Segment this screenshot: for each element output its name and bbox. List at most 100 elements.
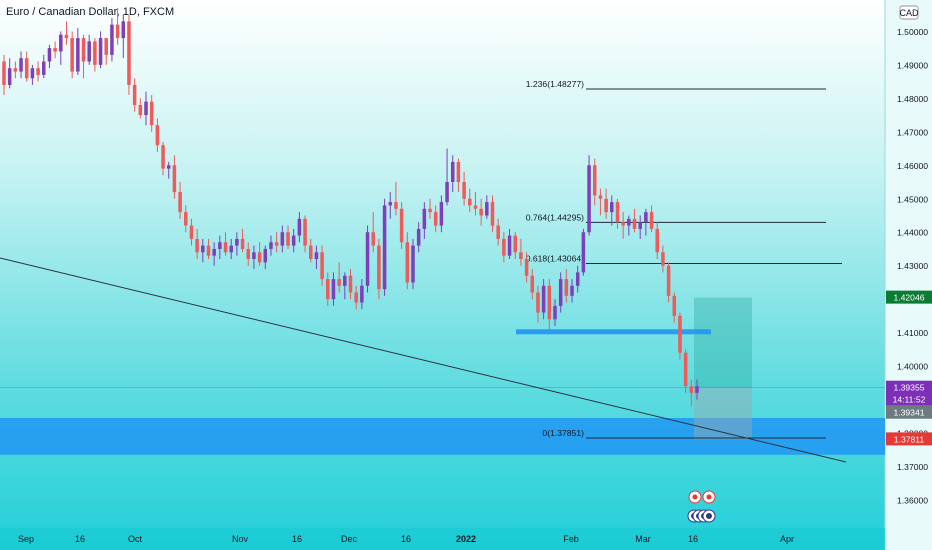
candle-body <box>98 38 103 65</box>
candle-body <box>252 252 256 259</box>
candle-body <box>263 248 268 263</box>
candle-body <box>53 48 57 52</box>
candle-body <box>581 232 586 273</box>
candle-body <box>172 165 177 193</box>
candle-body <box>382 205 387 290</box>
x-tick-label: Oct <box>128 534 143 544</box>
x-axis: Sep 16 Oct Nov 16 Dec 16 2022 Feb Mar 16 Apr <box>18 534 794 544</box>
candle-body <box>575 272 580 286</box>
candle-body <box>314 252 319 259</box>
x-tick-label: Sep <box>18 534 34 544</box>
currency-box <box>899 5 919 20</box>
candle-body <box>308 245 313 259</box>
event-flag-dot <box>706 494 712 500</box>
candle-body <box>695 386 699 393</box>
support-zone <box>0 417 885 455</box>
candle-body <box>286 232 290 246</box>
candle-body <box>7 68 12 85</box>
candle-body <box>166 165 171 169</box>
candle-body <box>132 84 137 106</box>
candle-body <box>269 242 273 249</box>
candle-body <box>439 202 444 226</box>
price-label-countdown: 14:11:52 <box>893 395 926 405</box>
price-label-prev-box <box>886 405 932 419</box>
x-tick-label: 16 <box>401 534 411 544</box>
candle-body <box>178 192 182 213</box>
candle-body <box>428 208 432 213</box>
candle-body <box>87 41 91 62</box>
candle-body <box>649 212 654 229</box>
candle-body <box>411 245 415 283</box>
candle-body <box>189 225 194 239</box>
candle-body <box>229 245 233 253</box>
candle-body <box>587 165 591 233</box>
candle-body <box>337 279 341 286</box>
candle-body <box>405 242 410 283</box>
price-label-high-box <box>886 290 932 304</box>
candle-body <box>246 248 251 259</box>
candle-body <box>365 232 370 286</box>
candle-body <box>24 58 29 79</box>
price-axis-panel <box>885 0 932 550</box>
candle-body <box>161 145 165 169</box>
candle-body <box>399 208 404 243</box>
y-tick-label: 1.50000 <box>897 27 928 37</box>
candle-body <box>19 58 23 72</box>
candle-body <box>473 205 478 209</box>
candle-body <box>558 279 563 306</box>
candle-body <box>377 245 381 290</box>
price-label-current-box <box>886 380 932 406</box>
candle-body <box>326 279 330 300</box>
time-axis-panel <box>0 528 885 550</box>
candle-body <box>144 101 148 116</box>
candle-body <box>360 285 364 303</box>
candle-body <box>604 198 608 213</box>
price-label-prev: 1.39341 <box>893 408 924 418</box>
candle-body <box>257 252 262 263</box>
y-tick-label: 1.46000 <box>897 161 928 171</box>
candle-body <box>348 275 353 293</box>
y-tick-label: 1.36000 <box>897 496 928 506</box>
candle-body <box>553 305 557 320</box>
candle-body <box>541 285 546 313</box>
candle-body <box>303 218 307 246</box>
candle-body <box>388 202 393 206</box>
candle-body <box>155 125 160 146</box>
price-label-low: 1.37811 <box>894 434 925 444</box>
price-label-low-box <box>886 432 932 446</box>
candle-body <box>456 161 461 183</box>
candle-body <box>592 165 597 196</box>
candle-body <box>513 235 517 253</box>
candle-body <box>632 218 637 229</box>
target-zone <box>694 297 752 388</box>
fib-level-label: 0.618(1.43064) <box>526 254 584 264</box>
candle-body <box>479 208 483 216</box>
candle-body <box>76 38 80 72</box>
candle-body <box>240 238 245 249</box>
y-tick-label: 1.49000 <box>897 60 928 70</box>
x-tick-label: 16 <box>75 534 85 544</box>
candle-body <box>644 212 648 223</box>
candle-body <box>502 238 506 256</box>
candle-body <box>280 232 285 246</box>
candle-body <box>104 38 109 55</box>
candle-body <box>496 225 500 239</box>
y-tick-label: 1.44000 <box>897 228 928 238</box>
candle-body <box>519 252 523 259</box>
candle-body <box>485 202 489 216</box>
x-tick-label: Apr <box>780 534 794 544</box>
candles <box>2 7 699 407</box>
candle-body <box>627 218 631 226</box>
x-tick-label: Feb <box>563 534 579 544</box>
candle-body <box>598 195 603 199</box>
x-tick-label: 2022 <box>456 534 476 544</box>
x-tick-label: 16 <box>292 534 302 544</box>
candle-body <box>331 279 336 300</box>
y-tick-label: 1.41000 <box>897 328 928 338</box>
y-tick-label: 1.43000 <box>897 261 928 271</box>
y-tick-label: 1.37000 <box>897 462 928 472</box>
y-tick-label: 1.47000 <box>897 127 928 137</box>
candle-body <box>672 295 677 316</box>
candle-body <box>530 275 535 293</box>
